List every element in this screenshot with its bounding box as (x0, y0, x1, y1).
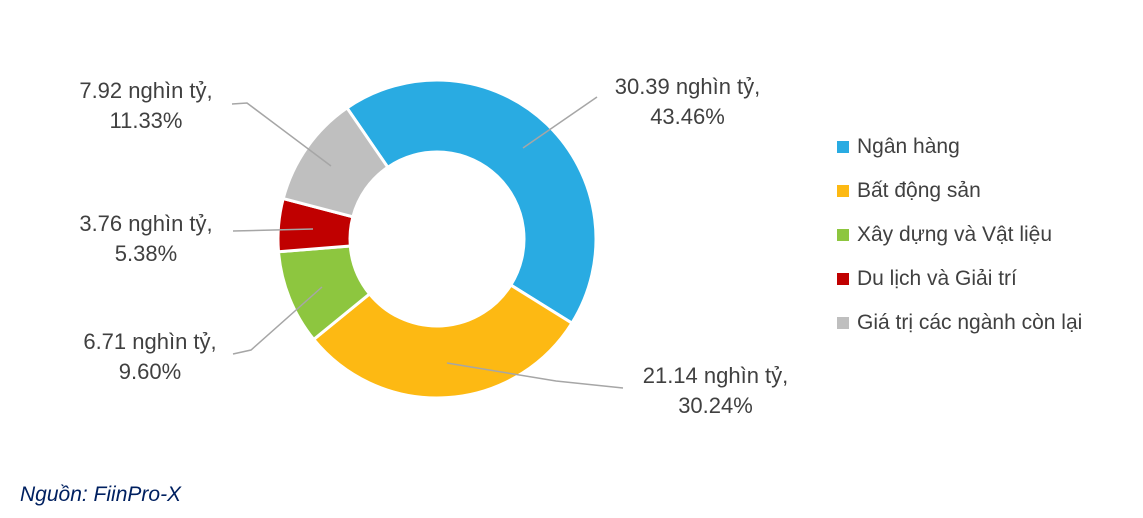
data-label-percent: 30.24% (678, 393, 753, 418)
donut-slices (276, 78, 598, 400)
legend-label: Bất động sản (857, 178, 981, 202)
data-label-value: 7.92 nghìn tỷ, (79, 78, 213, 103)
data-label-value: 30.39 nghìn tỷ, (614, 74, 761, 99)
legend-swatch-icon (837, 140, 849, 153)
leader-line-1 (446, 362, 624, 389)
data-label-xay-dung-va-vat-lieu: 6.71 nghìn tỷ, 9.60% (45, 327, 255, 387)
legend-item-ngan-hang: Ngân hàng (837, 132, 1082, 161)
leader-line-0 (522, 96, 598, 149)
legend-label: Giá trị các ngành còn lại (857, 310, 1083, 334)
legend-swatch-icon (837, 316, 849, 329)
legend-item-bat-dong-san: Bất động sản (837, 176, 1082, 205)
data-label-ngan-hang: 30.39 nghìn tỷ, 43.46% (580, 72, 795, 132)
donut-slice-1 (311, 282, 574, 400)
legend: Ngân hàng Bất động sản Xây dựng và Vật l… (837, 132, 1082, 337)
leader-line-3 (232, 228, 314, 232)
legend-item-xay-dung-va-vat-lieu: Xây dựng và Vật liệu (837, 220, 1082, 249)
legend-swatch-icon (837, 184, 849, 197)
data-label-percent: 5.38% (114, 241, 178, 266)
source-note: Nguồn: FiinPro-X (20, 483, 182, 506)
donut-slice-0 (344, 78, 598, 326)
data-label-du-lich-va-giai-tri: 3.76 nghìn tỷ, 5.38% (42, 209, 250, 269)
legend-swatch-icon (837, 228, 849, 241)
legend-item-cac-nganh-con-lai: Giá trị các ngành còn lại (837, 308, 1082, 337)
leader-line-2 (232, 286, 323, 355)
leader-line-4 (231, 102, 332, 167)
legend-label: Du lịch và Giải trí (857, 266, 1017, 290)
data-label-value: 21.14 nghìn tỷ, (642, 363, 789, 388)
data-label-bat-dong-san: 21.14 nghìn tỷ, 30.24% (608, 361, 823, 421)
legend-label: Ngân hàng (857, 134, 960, 158)
legend-label: Xây dựng và Vật liệu (857, 222, 1053, 246)
donut-slice-4 (281, 105, 390, 219)
data-label-cac-nganh-con-lai: 7.92 nghìn tỷ, 11.33% (42, 76, 250, 136)
data-label-value: 3.76 nghìn tỷ, (79, 211, 213, 236)
data-label-percent: 9.60% (118, 359, 182, 384)
legend-swatch-icon (837, 272, 849, 285)
leader-lines (231, 96, 624, 389)
data-label-percent: 43.46% (650, 104, 725, 129)
data-label-percent: 11.33% (109, 108, 183, 133)
data-label-value: 6.71 nghìn tỷ, (83, 329, 217, 354)
legend-item-du-lich-va-giai-tri: Du lịch và Giải trí (837, 264, 1082, 293)
